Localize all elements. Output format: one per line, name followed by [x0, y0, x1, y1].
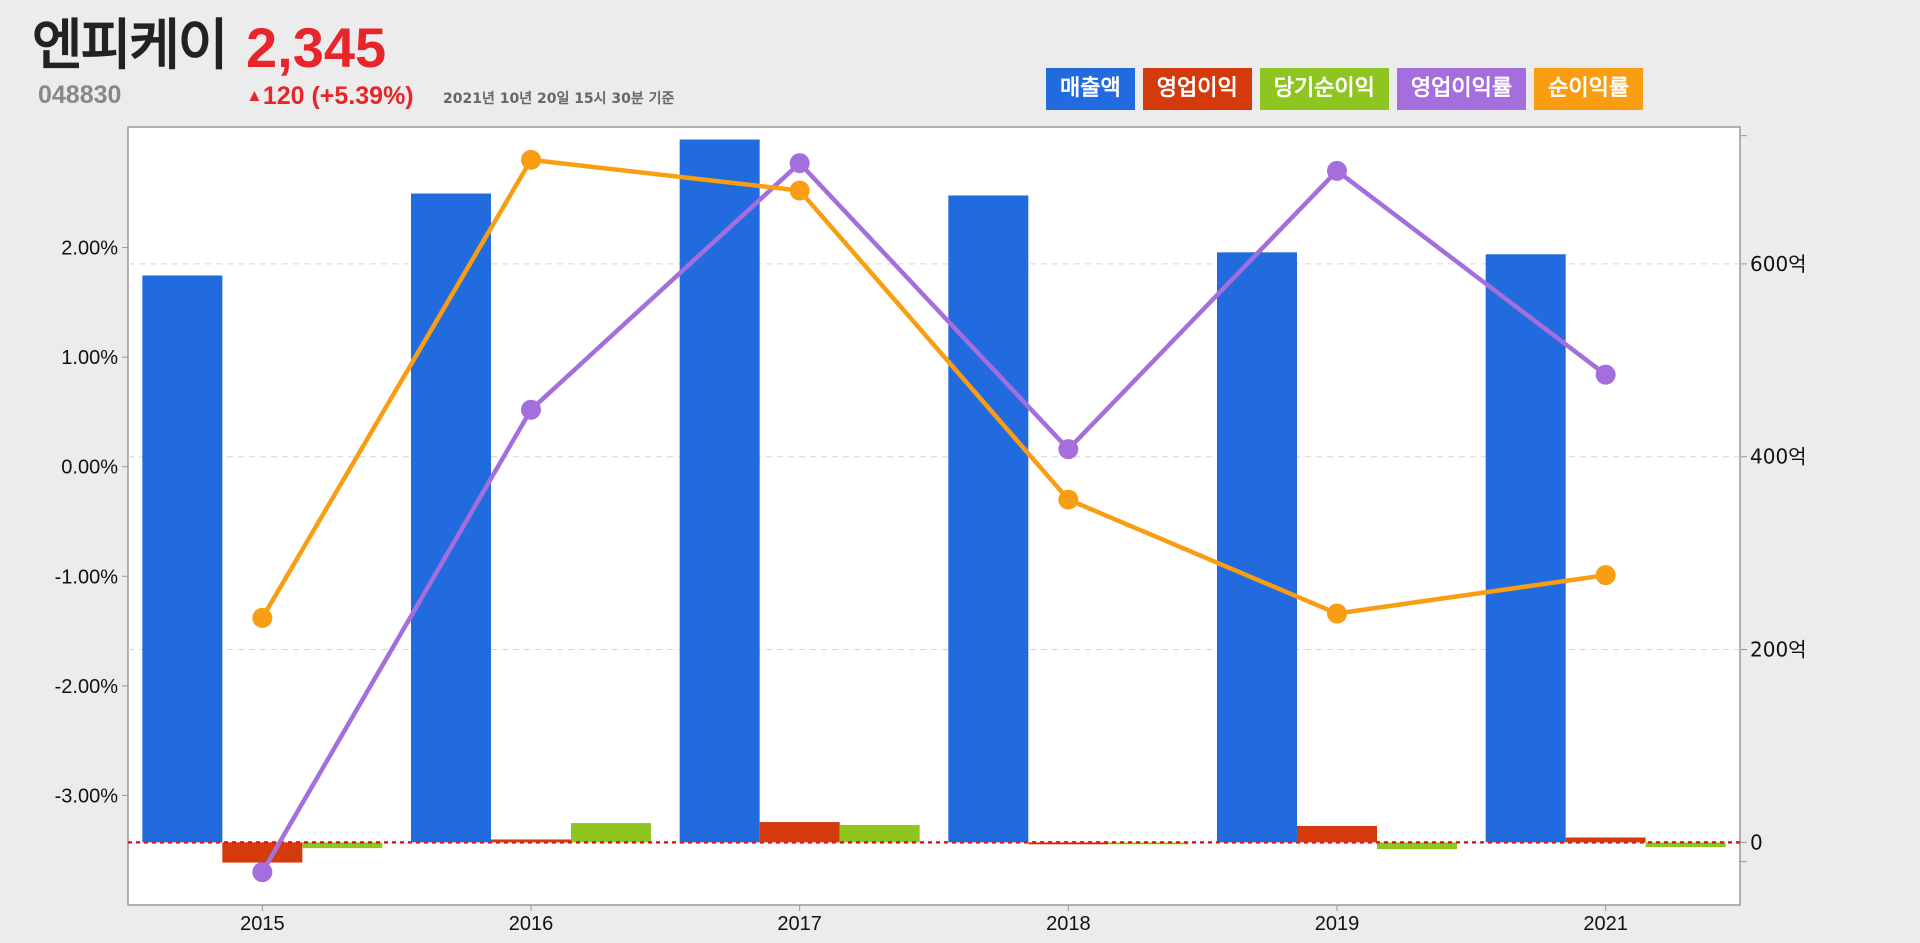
- point-0-2018: [1058, 439, 1079, 460]
- up-arrow-icon: ▲: [246, 86, 263, 105]
- bar-0-2019: [1217, 252, 1297, 843]
- left-tick-label: -3.00%: [55, 785, 119, 807]
- left-tick-label: 2.00%: [61, 238, 118, 260]
- bar-1-2016: [491, 839, 571, 843]
- bar-2-2021: [1645, 842, 1726, 848]
- right-tick-label: 400억: [1750, 445, 1807, 469]
- x-tick-label: 2021: [1583, 913, 1628, 935]
- right-tick-label: 200억: [1750, 638, 1807, 662]
- bar-0-2018: [948, 195, 1029, 843]
- stock-header: 엔피케이 2,345 048830 ▲120 (+5.39%) 2021년 10…: [0, 0, 1920, 125]
- point-0-2019: [1327, 160, 1347, 181]
- point-1-2015: [252, 607, 273, 628]
- bar-1-2018: [1028, 842, 1109, 845]
- bar-1-2021: [1565, 837, 1646, 843]
- left-tick-label: 0.00%: [61, 457, 118, 479]
- x-tick-label: 2019: [1315, 913, 1360, 935]
- point-0-2017: [789, 153, 810, 174]
- company-name: 엔피케이: [32, 13, 228, 77]
- bar-2-2016: [571, 823, 651, 843]
- point-1-2019: [1327, 603, 1347, 624]
- price-change-value: 120 (+5.39%): [262, 82, 414, 110]
- line-series-0: [260, 160, 1608, 874]
- point-0-2016: [521, 399, 541, 420]
- chart-legend: 매출액 영업이익 당기순이익 영업이익률 순이익률: [1046, 68, 1644, 110]
- plot-area: [127, 126, 1741, 906]
- point-1-2016: [521, 149, 541, 170]
- as-of-timestamp: 2021년 10년 20일 15시 30분 기준: [443, 91, 675, 107]
- price-change: ▲120 (+5.39%): [246, 84, 414, 109]
- point-1-2017: [789, 180, 810, 201]
- left-tick-label: -2.00%: [55, 676, 119, 698]
- bar-2-2019: [1377, 842, 1457, 850]
- point-0-2021: [1595, 364, 1616, 385]
- bar-0-2017: [679, 139, 760, 843]
- bar-2-2018: [1108, 842, 1189, 845]
- bar-0-2021: [1485, 254, 1566, 843]
- bar-0-2016: [411, 193, 491, 843]
- current-price: 2,345: [246, 16, 387, 79]
- bar-1-2015: [222, 842, 303, 863]
- legend-item-revenue[interactable]: 매출액: [1046, 68, 1135, 110]
- legend-item-net-income[interactable]: 당기순이익: [1259, 68, 1389, 110]
- left-tick-label: -1.00%: [55, 566, 119, 588]
- right-tick-label: 600억: [1750, 252, 1807, 276]
- point-1-2021: [1595, 565, 1616, 586]
- bar-1-2017: [759, 822, 840, 843]
- x-tick-label: 2015: [240, 913, 285, 935]
- legend-item-operating-profit[interactable]: 영업이익: [1142, 68, 1252, 110]
- legend-item-net-margin[interactable]: 순이익률: [1534, 68, 1644, 110]
- bar-2-2017: [839, 824, 920, 843]
- left-tick-label: 1.00%: [61, 347, 118, 369]
- line-series-1: [260, 157, 1606, 620]
- bar-0-2015: [142, 275, 223, 843]
- right-tick-label: 0: [1750, 830, 1763, 854]
- legend-item-operating-margin[interactable]: 영업이익률: [1396, 68, 1527, 110]
- x-tick-label: 2016: [509, 913, 554, 935]
- stock-code: 048830: [38, 81, 122, 109]
- point-0-2015: [252, 862, 273, 883]
- bar-2-2015: [302, 842, 383, 849]
- bar-1-2019: [1297, 825, 1377, 843]
- x-tick-label: 2017: [777, 913, 822, 935]
- x-tick-label: 2018: [1046, 913, 1091, 935]
- point-1-2018: [1058, 489, 1079, 510]
